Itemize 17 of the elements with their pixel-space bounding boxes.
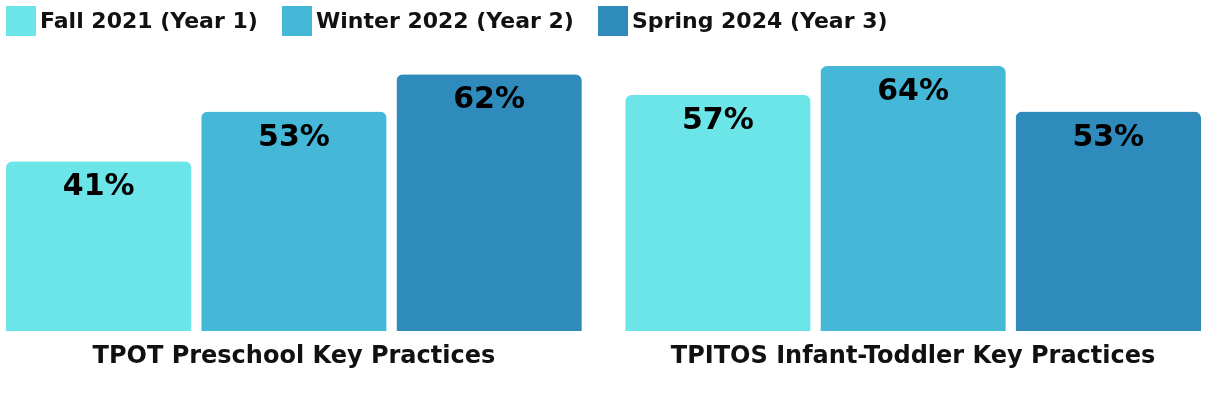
data-label: 62%	[453, 80, 526, 116]
legend-label: Spring 2024 (Year 3)	[632, 8, 888, 33]
bar	[6, 161, 192, 331]
bar	[1015, 111, 1201, 331]
data-label: 53%	[1072, 117, 1145, 153]
data-label: 57%	[681, 100, 754, 136]
x-tick-label: TPITOS Infant-Toddler Key Practices	[670, 340, 1156, 369]
bar	[820, 66, 1006, 331]
legend-label: Fall 2021 (Year 1)	[40, 8, 258, 33]
bar	[201, 111, 387, 331]
bar	[396, 74, 582, 331]
data-label: 41%	[62, 167, 135, 203]
x-tick-label: TPOT Preschool Key Practices	[92, 340, 496, 369]
data-label: 64%	[877, 72, 949, 107]
data-label: 53%	[258, 117, 330, 153]
legend-label: Winter 2022 (Year 2)	[316, 8, 574, 33]
bar	[625, 94, 811, 331]
